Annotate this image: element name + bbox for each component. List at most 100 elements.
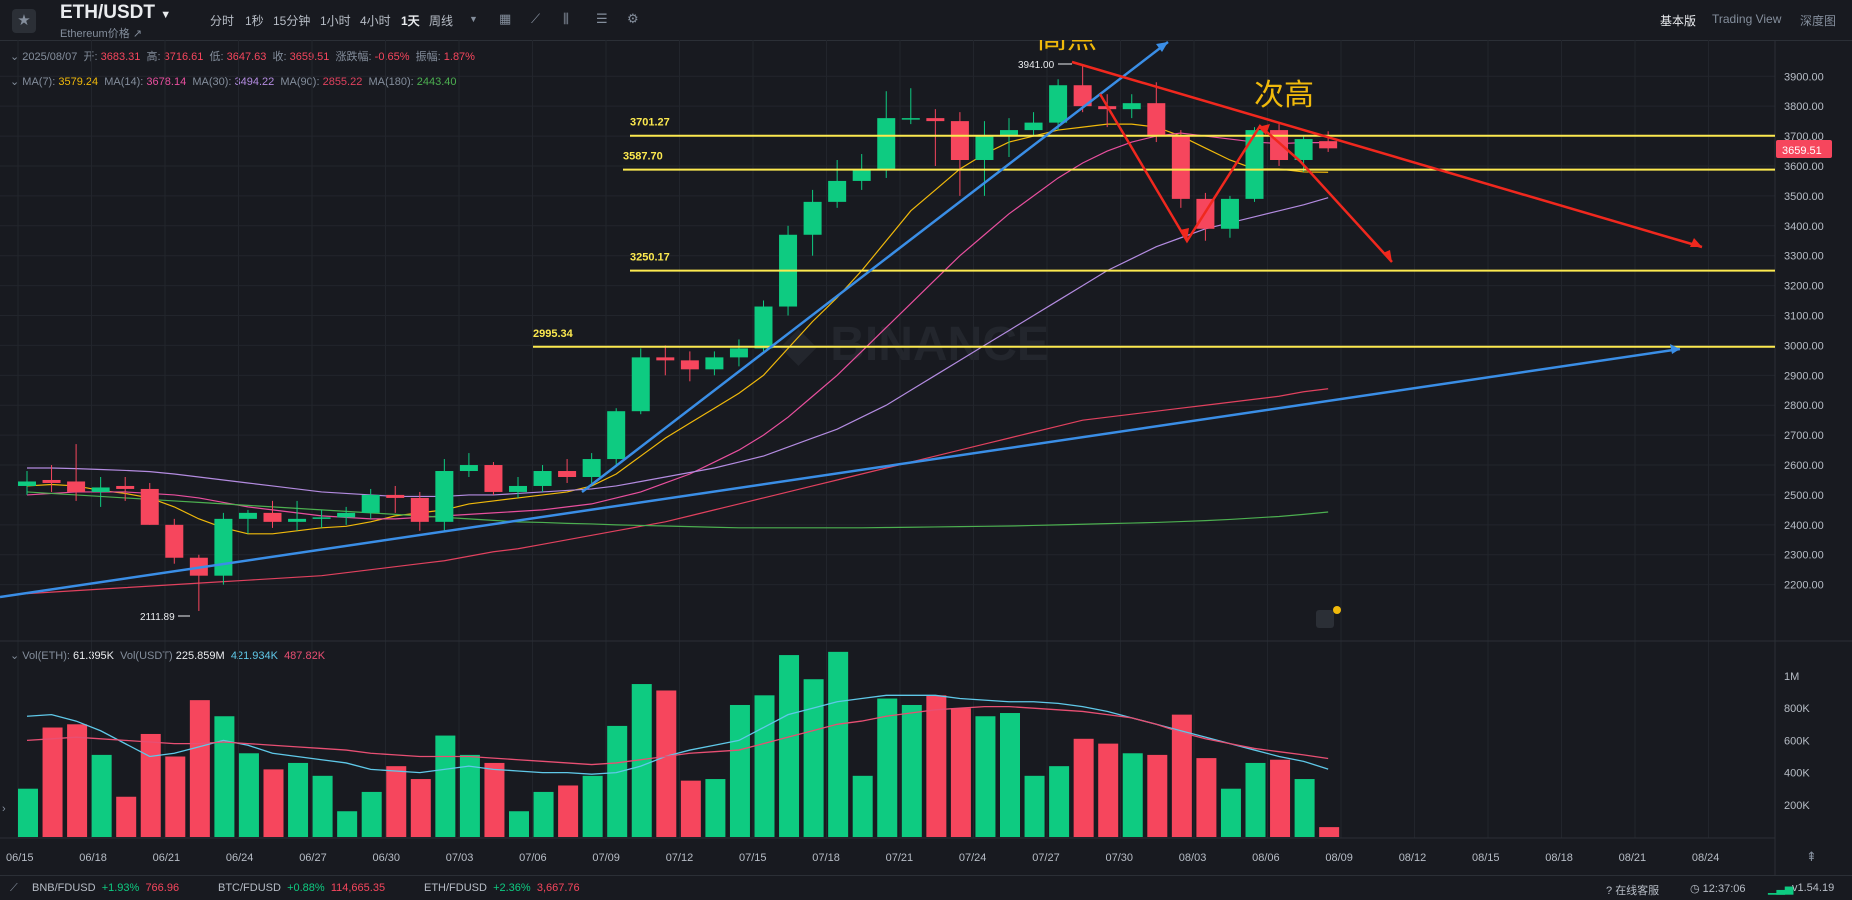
tab-depth[interactable]: 深度图 (1800, 14, 1837, 28)
candle (1147, 103, 1166, 137)
volume-bar (361, 791, 382, 837)
volume-bar (1245, 762, 1266, 837)
price-tick: 3200.00 (1784, 281, 1824, 293)
time-tick: 06/15 (6, 852, 34, 864)
tf-1s[interactable]: 1秒 (245, 14, 264, 28)
volume-bar (705, 779, 726, 837)
vol-usdt-label: Vol(USDT) (120, 650, 173, 662)
caret-down-icon: ▼ (160, 9, 172, 21)
last-price-value: 3659.51 (1782, 145, 1822, 157)
candle (1171, 136, 1190, 199)
tf-fenshi[interactable]: 分时 (210, 14, 235, 28)
price-tick: 3100.00 (1784, 311, 1824, 323)
change-label: 涨跌幅: (335, 51, 372, 63)
price-tick: 2900.00 (1784, 370, 1824, 382)
time-tick: 07/15 (739, 852, 767, 864)
ma90-value: 2855.22 (322, 76, 363, 88)
volume-bar (754, 695, 775, 837)
annotation-high-point: 高点 (1037, 40, 1097, 55)
annotation-second-high: 次高 (1254, 79, 1314, 112)
ma-collapse-caret-icon[interactable]: ⌄ (10, 76, 20, 88)
time-tick: 07/30 (1106, 852, 1134, 864)
ticker-eth[interactable]: ETH/FDUSD +2.36% 3,667.76 (424, 882, 580, 894)
tab-basic[interactable]: 基本版 (1660, 14, 1697, 28)
blue-trendline-long[interactable] (0, 347, 1681, 599)
volume-bar (1147, 754, 1168, 837)
candle (558, 471, 577, 477)
volume-bar (533, 791, 554, 837)
candle (165, 524, 184, 558)
ma30-value: 3494.22 (234, 76, 275, 88)
symbol-title[interactable]: ETH/USDT ▼ (60, 2, 171, 24)
tab-tradingview[interactable]: Trading View (1712, 12, 1782, 26)
ticker-btc[interactable]: BTC/FDUSD +0.88% 114,665.35 (218, 882, 385, 894)
volume-bar (435, 735, 456, 837)
volume-bar (238, 753, 259, 837)
tf-1h[interactable]: 1小时 (320, 14, 351, 28)
online-support-link[interactable]: ? 在线客服 (1606, 882, 1659, 898)
ma90-line (26, 388, 1329, 595)
binance-watermark: ◆ BINANCE (780, 318, 1049, 371)
axis-scale-toggle-icon[interactable]: ⇞ (1806, 849, 1817, 864)
candle (852, 168, 871, 181)
candle (140, 488, 159, 525)
level-label-3587.70: 3587.70 (623, 151, 663, 163)
last-price-tag (1776, 140, 1832, 158)
ma180-line (26, 491, 1329, 529)
ticker-eth-price: 3,667.76 (536, 882, 580, 894)
time-tick: 07/03 (446, 852, 474, 864)
price-tick: 2400.00 (1784, 520, 1824, 532)
ticker-btc-price: 114,665.35 (330, 882, 386, 894)
candle-type-icon[interactable]: ⫼ (563, 11, 569, 26)
ticker-bnb[interactable]: BNB/FDUSD +1.93% 766.96 (32, 882, 179, 894)
scroll-left-icon[interactable]: › (2, 803, 6, 815)
layout-icon[interactable]: ☰ (596, 11, 608, 26)
tf-4h[interactable]: 4小时 (360, 14, 391, 28)
candle (435, 471, 454, 522)
chart-event-icon[interactable] (1316, 610, 1334, 628)
volume-bar (803, 679, 824, 837)
volume-bar (67, 724, 88, 837)
open-value: 3683.31 (100, 51, 141, 63)
zigzag-up-arrowhead (1258, 124, 1270, 135)
red-resistance-line[interactable] (1071, 60, 1703, 249)
version-label: v1.54.19 (1792, 882, 1835, 894)
time-tick: 06/30 (373, 852, 401, 864)
candle (631, 357, 650, 412)
time-axis[interactable]: 06/15 06/18 06/21 06/24 06/27 06/30 07/03 07/06… (6, 852, 1719, 864)
vol-ma1-line (26, 694, 1329, 775)
blue-trendline-long-arrowhead (1670, 344, 1680, 354)
symbol-subtitle[interactable]: Ethereum价格 ↗ (60, 28, 142, 40)
vol-usdt-value: 225.859M (175, 650, 225, 662)
collapse-caret-icon[interactable]: ⌄ (10, 51, 20, 63)
volume-bar (189, 700, 210, 837)
tf-15m[interactable]: 15分钟 (273, 14, 311, 28)
indicator-icon[interactable]: ⟋ (531, 11, 541, 26)
volume-bars-layer (18, 651, 1340, 837)
volume-bar (42, 727, 63, 837)
horizontal-levels: 3701.27 3587.70 3250.17 2995.34 (533, 117, 1775, 348)
price-chart[interactable]: ◆ BINANCE 3701.27 3587.70 3250.17 2995.34 高… (0, 40, 1852, 875)
volume-tick: 1M (1784, 671, 1799, 683)
red-zigzag-projection[interactable] (1098, 93, 1393, 263)
price-tick: 2300.00 (1784, 550, 1824, 562)
tf-1w[interactable]: 周线 (429, 14, 454, 28)
candle (312, 517, 331, 519)
time-tick: 08/15 (1472, 852, 1500, 864)
volume-bar (950, 708, 971, 837)
status-bar: ⟋ BNB/FDUSD +1.93% 766.96 BTC/FDUSD +0.8… (0, 875, 1852, 900)
settings-gear-icon[interactable]: ⚙ (627, 11, 639, 26)
volume-bar (140, 733, 161, 837)
calendar-icon[interactable]: ▦ (499, 11, 512, 26)
volume-bar (1319, 827, 1340, 837)
blue-trendline-steep[interactable] (581, 41, 1169, 493)
favorite-star-icon[interactable]: ★ (12, 9, 36, 33)
volume-bar (337, 811, 358, 837)
volume-bar (214, 716, 235, 837)
chart-grid (0, 40, 1852, 875)
vol-collapse-caret-icon[interactable]: ⌄ (10, 650, 20, 662)
tf-1d[interactable]: 1天 (401, 14, 420, 28)
timeframe-dropdown-icon[interactable]: ▼ (469, 14, 478, 24)
time-tick: 07/24 (959, 852, 987, 864)
time-tick: 07/27 (1032, 852, 1060, 864)
